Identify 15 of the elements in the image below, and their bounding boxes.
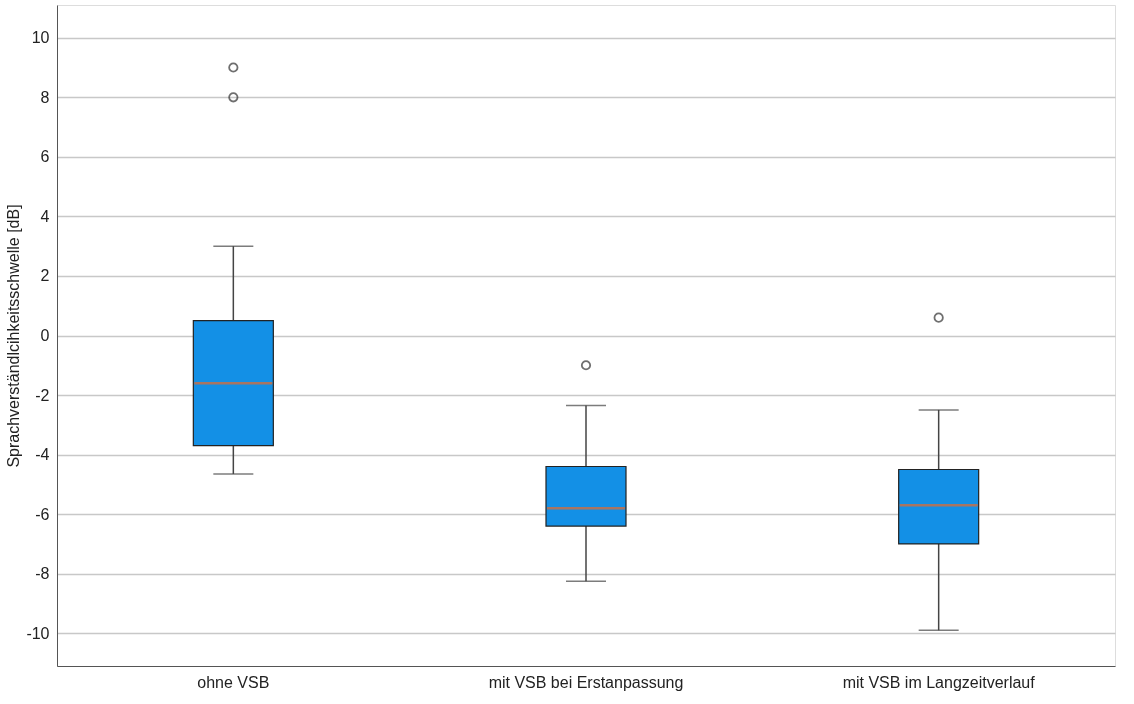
y-tick-label: 2 [40, 267, 50, 285]
y-axis-title: Sprachverständlcihkeitsschwelle [dB] [5, 204, 23, 468]
x-tick-label: mit VSB im Langzeitverlauf [842, 673, 1036, 691]
y-tick-label: 8 [40, 88, 50, 106]
y-tick-label: -2 [35, 386, 50, 404]
y-tick-label: 10 [31, 29, 50, 47]
y-tick-label: -4 [35, 446, 50, 464]
y-tick-label: -10 [26, 624, 50, 642]
y-tick-label: 6 [40, 148, 50, 166]
x-tick-label: mit VSB bei Erstanpassung [488, 673, 684, 691]
y-tick-label: 4 [40, 207, 50, 225]
y-tick-label: -6 [35, 505, 50, 523]
y-tick-label: 0 [40, 327, 50, 344]
x-tick-label: ohne VSB [197, 673, 270, 691]
y-tick-label: -8 [35, 565, 50, 583]
